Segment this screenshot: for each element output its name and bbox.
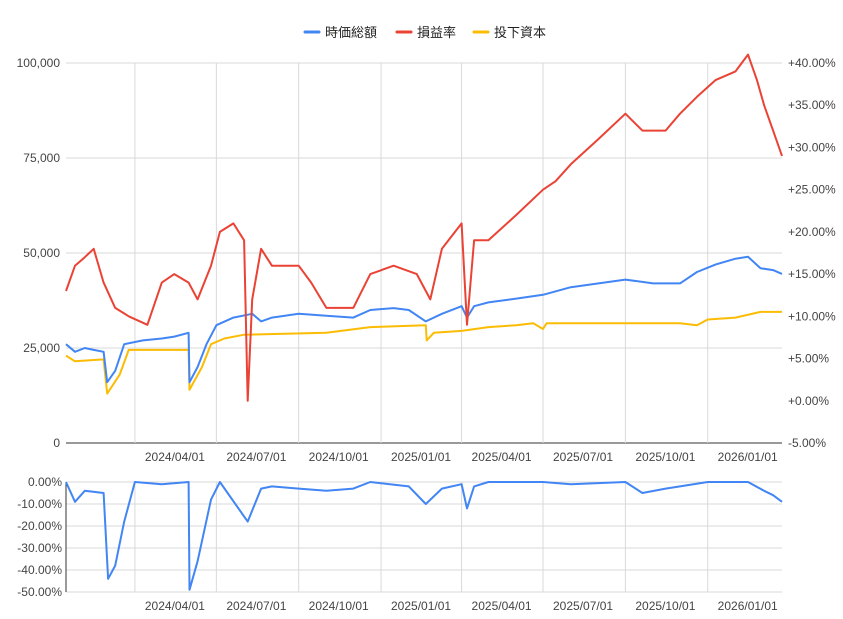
drawdown-line [65, 481, 783, 591]
drawdown-gridlines [65, 481, 782, 593]
series-line-0 [65, 255, 783, 384]
dd-x-tick-label: 2025/10/01 [635, 599, 695, 613]
right-y-tick-label: +35.00% [788, 98, 836, 112]
drawdown-x-axis-ticks: 2024/04/01 2024/07/01 2024/10/01 2025/01/01… [145, 599, 778, 613]
right-y-tick-label: +25.00% [788, 183, 836, 197]
dd-x-tick-label: 2024/07/01 [226, 599, 286, 613]
drawdown-chart: 0.00% -10.00% -20.00% -30.00% -40.00% -50.00%… [17, 475, 783, 613]
dd-x-tick-label: 2025/04/01 [472, 599, 532, 613]
right-y-tick-label: +20.00% [788, 225, 836, 239]
main-gridlines [66, 62, 782, 444]
right-y-tick-label: +0.00% [788, 394, 829, 408]
drawdown-y-axis-ticks: 0.00% -10.00% -20.00% -30.00% -40.00% -50.00% [17, 475, 62, 599]
dd-y-tick-label: -40.00% [17, 563, 62, 577]
dd-x-tick-label: 2024/04/01 [145, 599, 205, 613]
main-x-tick-label: 2024/10/01 [309, 450, 369, 464]
left-y-tick-label: 50,000 [23, 246, 60, 260]
left-y-tick-label: 100,000 [17, 56, 61, 70]
right-y-tick-label: +30.00% [788, 140, 836, 154]
main-series-lines [65, 53, 783, 402]
legend-label-2: 投下資本 [494, 25, 546, 40]
series-line-1 [65, 53, 783, 402]
legend: 時価総額 損益率 投下資本 [303, 25, 546, 40]
legend-label-1: 損益率 [417, 25, 456, 40]
dd-x-tick-label: 2025/01/01 [391, 599, 451, 613]
left-y-tick-label: 0 [53, 436, 60, 450]
main-line-chart: 0 25,000 50,000 75,000 100,000 -5.00% +0.00% +… [17, 53, 836, 464]
main-x-tick-label: 2025/10/01 [635, 450, 695, 464]
main-x-tick-label: 2025/04/01 [472, 450, 532, 464]
right-y-axis-ticks: -5.00% +0.00% +5.00% +10.00% +15.00% +20.00% +… [788, 56, 836, 450]
right-y-tick-label: +15.00% [788, 267, 836, 281]
dd-x-tick-label: 2025/07/01 [553, 599, 613, 613]
dd-y-tick-label: -30.00% [17, 541, 62, 555]
dd-y-tick-label: 0.00% [28, 475, 62, 489]
legend-label-0: 時価総額 [325, 25, 377, 40]
series-line-2 [65, 310, 782, 395]
main-x-tick-label: 2025/01/01 [391, 450, 451, 464]
left-y-tick-label: 75,000 [23, 151, 60, 165]
dd-y-tick-label: -20.00% [17, 519, 62, 533]
main-x-tick-label: 2024/04/01 [145, 450, 205, 464]
right-y-tick-label: +40.00% [788, 56, 836, 70]
dd-x-tick-label: 2026/01/01 [718, 599, 778, 613]
dd-y-tick-label: -10.00% [17, 497, 62, 511]
left-y-tick-label: 25,000 [23, 341, 60, 355]
main-x-tick-label: 2024/07/01 [226, 450, 286, 464]
dd-x-tick-label: 2024/10/01 [309, 599, 369, 613]
right-y-tick-label: -5.00% [788, 436, 826, 450]
right-y-tick-label: +5.00% [788, 352, 829, 366]
main-x-axis-ticks: 2024/04/01 2024/07/01 2024/10/01 2025/01/01… [145, 450, 778, 464]
dd-y-tick-label: -50.00% [17, 585, 62, 599]
main-x-tick-label: 2026/01/01 [718, 450, 778, 464]
drawdown-series-line [65, 481, 783, 591]
left-y-axis-ticks: 0 25,000 50,000 75,000 100,000 [17, 56, 61, 450]
main-x-tick-label: 2025/07/01 [553, 450, 613, 464]
right-y-tick-label: +10.00% [788, 309, 836, 323]
